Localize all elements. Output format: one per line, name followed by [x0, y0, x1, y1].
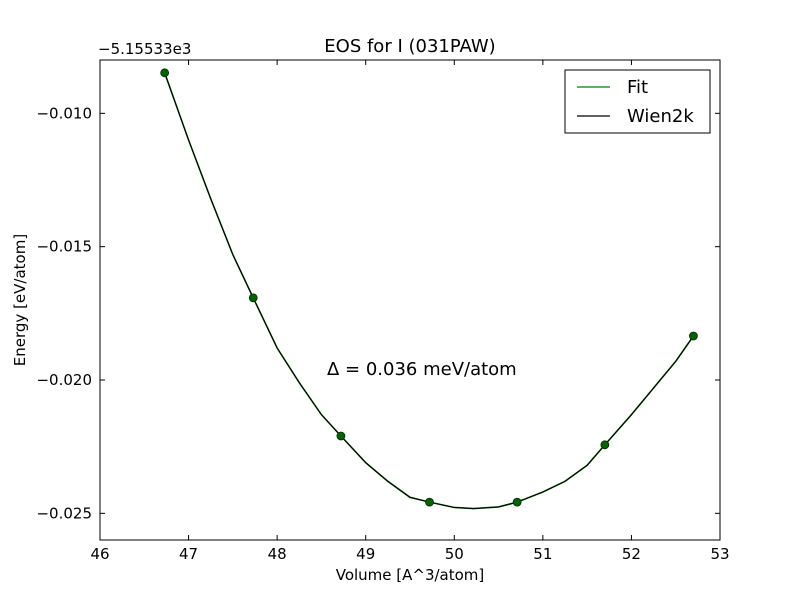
data-point	[600, 440, 610, 450]
x-tick-label: 51	[533, 545, 552, 563]
data-point	[425, 497, 434, 507]
x-axis-label: Volume [A^3/atom]	[336, 566, 485, 584]
legend-label-wien2k: Wien2k	[627, 106, 694, 127]
x-tick-label: 53	[710, 545, 729, 563]
legend: Fit Wien2k	[564, 69, 711, 134]
x-tick-label: 50	[445, 545, 464, 563]
data-point	[512, 497, 522, 507]
delta-annotation: Δ = 0.036 meV/atom	[327, 359, 517, 380]
y-tick-label: −0.015	[36, 238, 92, 256]
data-point	[248, 293, 258, 303]
chart-title: EOS for I (031PAW)	[324, 36, 495, 57]
points-layer	[160, 68, 698, 507]
data-point	[689, 331, 698, 341]
x-tick-label: 48	[268, 545, 287, 563]
data-point	[336, 431, 346, 441]
plot-area	[99, 59, 721, 541]
legend-label-fit: Fit	[627, 77, 648, 98]
data-point	[160, 68, 170, 78]
x-tick-label: 49	[356, 545, 375, 563]
y-axis-ticks: −0.010 −0.015 −0.020 −0.025	[36, 104, 720, 522]
y-tick-label: −0.010	[36, 104, 92, 122]
y-tick-label: −0.025	[36, 504, 92, 522]
y-tick-label: −0.020	[36, 371, 92, 389]
y-offset-label: −5.15533e3	[98, 40, 191, 58]
x-tick-label: 47	[179, 545, 198, 563]
y-axis-label: Energy [eV/atom]	[11, 234, 29, 366]
x-tick-label: 52	[622, 545, 641, 563]
legend-box	[564, 69, 711, 134]
x-tick-label: 46	[90, 545, 109, 563]
x-axis-ticks: 46 47 48 49 50 51 52 53	[90, 60, 730, 563]
